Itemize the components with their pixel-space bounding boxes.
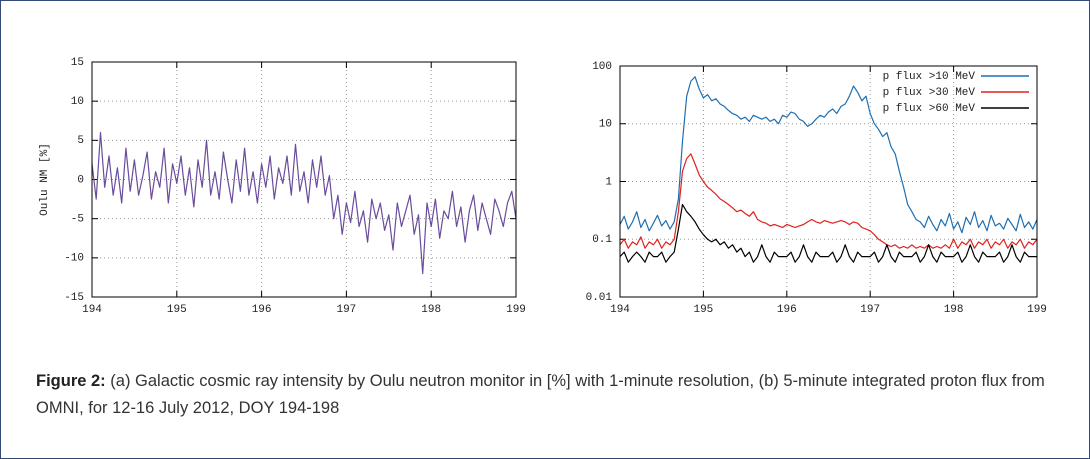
legend-label: p flux >60 MeV [883,103,976,115]
data-line [619,153,1038,249]
x-tick-label: 195 [693,304,713,316]
y-tick-label: 10 [71,96,84,108]
y-tick-label: 5 [77,135,84,147]
data-line [91,131,517,275]
y-tick-label: -5 [71,214,84,226]
data-line [619,76,1038,234]
x-tick-label: 197 [336,304,356,316]
y-tick-label: 0.01 [586,292,613,304]
y-tick-label: 1 [605,176,612,188]
plot-frame [619,65,1038,298]
x-tick-label: 194 [610,304,630,316]
x-tick-label: 199 [506,304,526,316]
y-tick-label: 100 [592,61,612,73]
y-tick-label: 10 [599,119,612,131]
x-tick-label: 197 [860,304,880,316]
x-tick-label: 196 [777,304,797,316]
caption-label: Figure 2: [36,372,106,390]
y-tick-label: -15 [64,292,84,304]
plot-frame [91,61,517,298]
x-tick-label: 198 [421,304,441,316]
caption: Figure 2: (a) Galactic cosmic ray intens… [36,368,1066,422]
y-tick-label: 0 [77,174,84,186]
x-tick-label: 198 [944,304,964,316]
caption-text: (a) Galactic cosmic ray intensity by Oul… [36,372,1045,417]
x-tick-label: 196 [252,304,272,316]
y-tick-label: 0.1 [592,234,612,246]
x-tick-label: 199 [1027,304,1047,316]
x-tick-label: 194 [82,304,102,316]
y-tick-label: 15 [71,57,84,69]
y-tick-label: -10 [64,253,84,265]
data-line [619,203,1037,263]
y-axis-label: Oulu NM [%] [39,143,51,216]
legend-label: p flux >30 MeV [883,87,976,99]
legend-label: p flux >10 MeV [883,71,976,83]
x-tick-label: 195 [167,304,187,316]
